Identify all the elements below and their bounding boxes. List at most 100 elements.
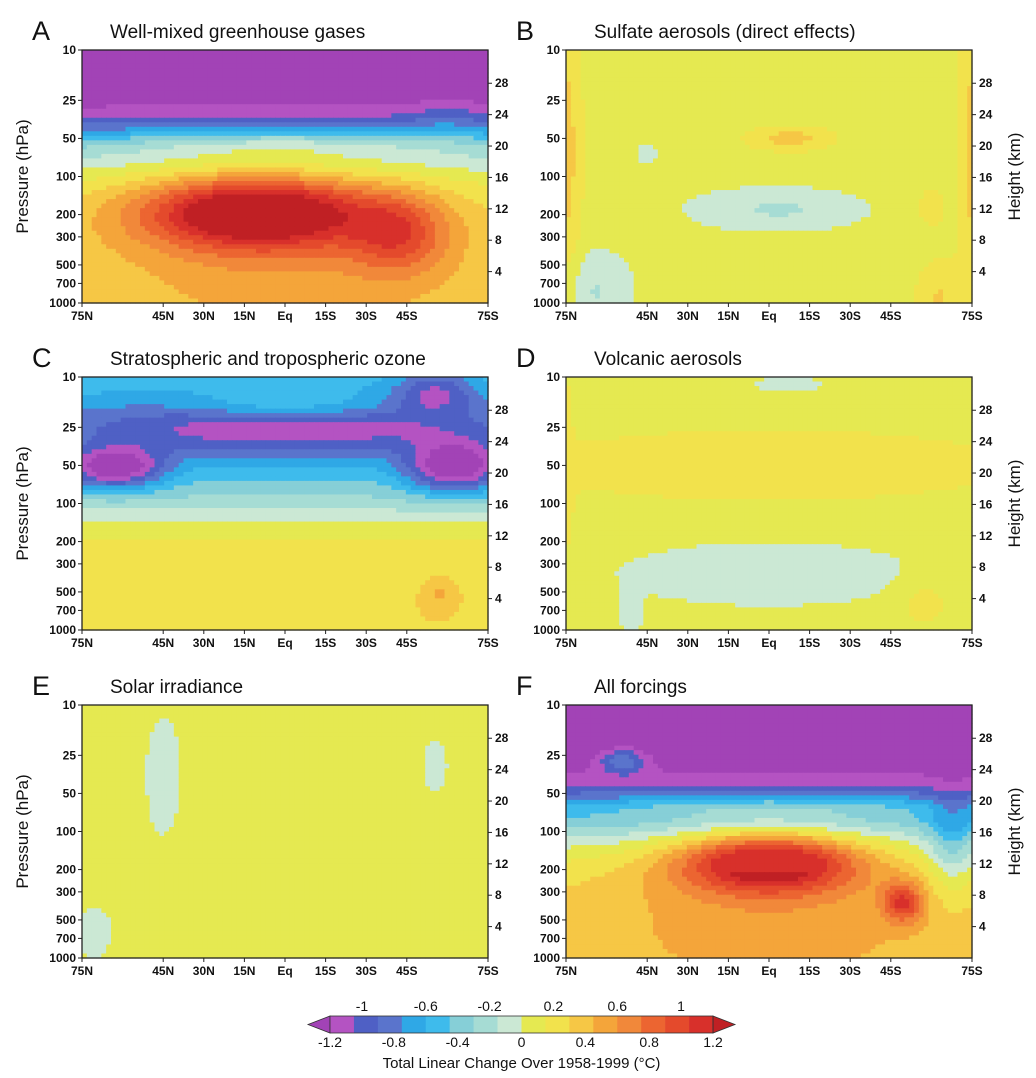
contour-cell — [449, 77, 455, 83]
contour-cell — [164, 90, 170, 96]
contour-cell — [425, 253, 431, 259]
contour-cell — [246, 257, 252, 263]
contour-cell — [352, 194, 359, 200]
contour-cell — [454, 90, 460, 96]
contour-cell — [478, 153, 484, 160]
contour-cell — [918, 54, 925, 60]
contour-cell — [967, 54, 973, 60]
contour-cell — [202, 77, 209, 83]
contour-cell — [241, 271, 247, 277]
contour-cell — [188, 262, 194, 268]
contour-cell — [483, 68, 489, 74]
contour-cell — [275, 190, 281, 196]
contour-cell — [444, 162, 450, 169]
contour-cell — [149, 59, 156, 65]
contour-cell — [111, 86, 117, 92]
contour-cell — [260, 126, 267, 132]
contour-cell — [386, 153, 392, 160]
contour-cell — [381, 185, 388, 191]
contour-cell — [401, 176, 407, 182]
contour-cell — [444, 72, 450, 78]
contour-cell — [420, 235, 426, 241]
contour-cell — [246, 298, 252, 304]
contour-cell — [202, 50, 209, 56]
contour-cell — [231, 284, 238, 291]
contour-cell — [202, 293, 209, 300]
contour-cell — [459, 104, 465, 110]
contour-cell — [231, 244, 238, 250]
contour-cell — [420, 284, 426, 291]
contour-cell — [439, 280, 446, 286]
contour-cell — [120, 162, 127, 169]
contour-cell — [430, 117, 436, 123]
contour-cell — [130, 271, 136, 277]
contour-cell — [125, 257, 131, 263]
contour-cell — [434, 203, 441, 209]
contour-cell — [478, 280, 484, 286]
contour-cell — [401, 194, 407, 200]
contour-cell — [299, 72, 305, 78]
contour-cell — [125, 153, 131, 160]
contour-cell — [459, 72, 465, 78]
contour-cell — [251, 126, 257, 132]
contour-cell — [478, 289, 484, 295]
contour-cell — [241, 95, 247, 101]
contour-cell — [86, 86, 93, 92]
contour-cell — [454, 153, 460, 160]
contour-cell — [463, 289, 470, 295]
contour-cell — [207, 284, 214, 291]
contour-cell — [357, 181, 363, 187]
contour-cell — [135, 153, 141, 160]
contour-cell — [256, 104, 262, 110]
contour-cell — [376, 275, 383, 282]
contour-cell — [357, 50, 363, 56]
contour-cell — [265, 212, 272, 218]
contour-cell — [459, 140, 465, 146]
contour-cell — [318, 72, 325, 78]
contour-cell — [386, 167, 392, 173]
contour-cell — [309, 144, 315, 150]
contour-cell — [478, 293, 484, 300]
contour-cell — [265, 171, 272, 178]
contour-cell — [135, 54, 141, 60]
contour-cell — [149, 117, 156, 123]
contour-cell — [401, 50, 407, 56]
contour-cell — [434, 235, 441, 241]
contour-cell — [154, 275, 160, 282]
contour-cell — [289, 239, 296, 245]
contour-cell — [483, 59, 489, 65]
contour-cell — [410, 275, 417, 282]
contour-cell — [111, 122, 117, 128]
contour-cell — [96, 221, 102, 227]
contour-cell — [193, 54, 199, 60]
contour-cell — [338, 171, 344, 178]
contour-cell — [188, 81, 194, 87]
contour-cell — [236, 181, 243, 187]
contour-cell — [202, 167, 209, 173]
contour-cell — [120, 185, 127, 191]
contour-cell — [82, 81, 88, 87]
contour-cell — [188, 135, 194, 141]
contour-cell — [125, 99, 131, 105]
contour-cell — [217, 176, 223, 182]
contour-cell — [318, 239, 325, 245]
contour-cell — [115, 50, 122, 56]
contour-cell — [386, 226, 392, 232]
contour-cell — [415, 194, 421, 200]
contour-cell — [415, 289, 421, 295]
contour-cell — [159, 298, 165, 304]
contour-cell — [236, 81, 243, 87]
contour-cell — [135, 171, 141, 178]
contour-cell — [430, 140, 436, 146]
contour-cell — [159, 54, 165, 60]
contour-cell — [164, 171, 170, 178]
contour-cell — [899, 54, 905, 60]
contour-cell — [111, 208, 117, 214]
contour-cell — [299, 199, 305, 205]
contour-cell — [130, 244, 136, 250]
contour-cell — [82, 126, 88, 132]
contour-cell — [401, 221, 407, 227]
contour-cell — [459, 289, 465, 295]
contour-cell — [309, 226, 315, 232]
contour-cell — [82, 275, 88, 282]
